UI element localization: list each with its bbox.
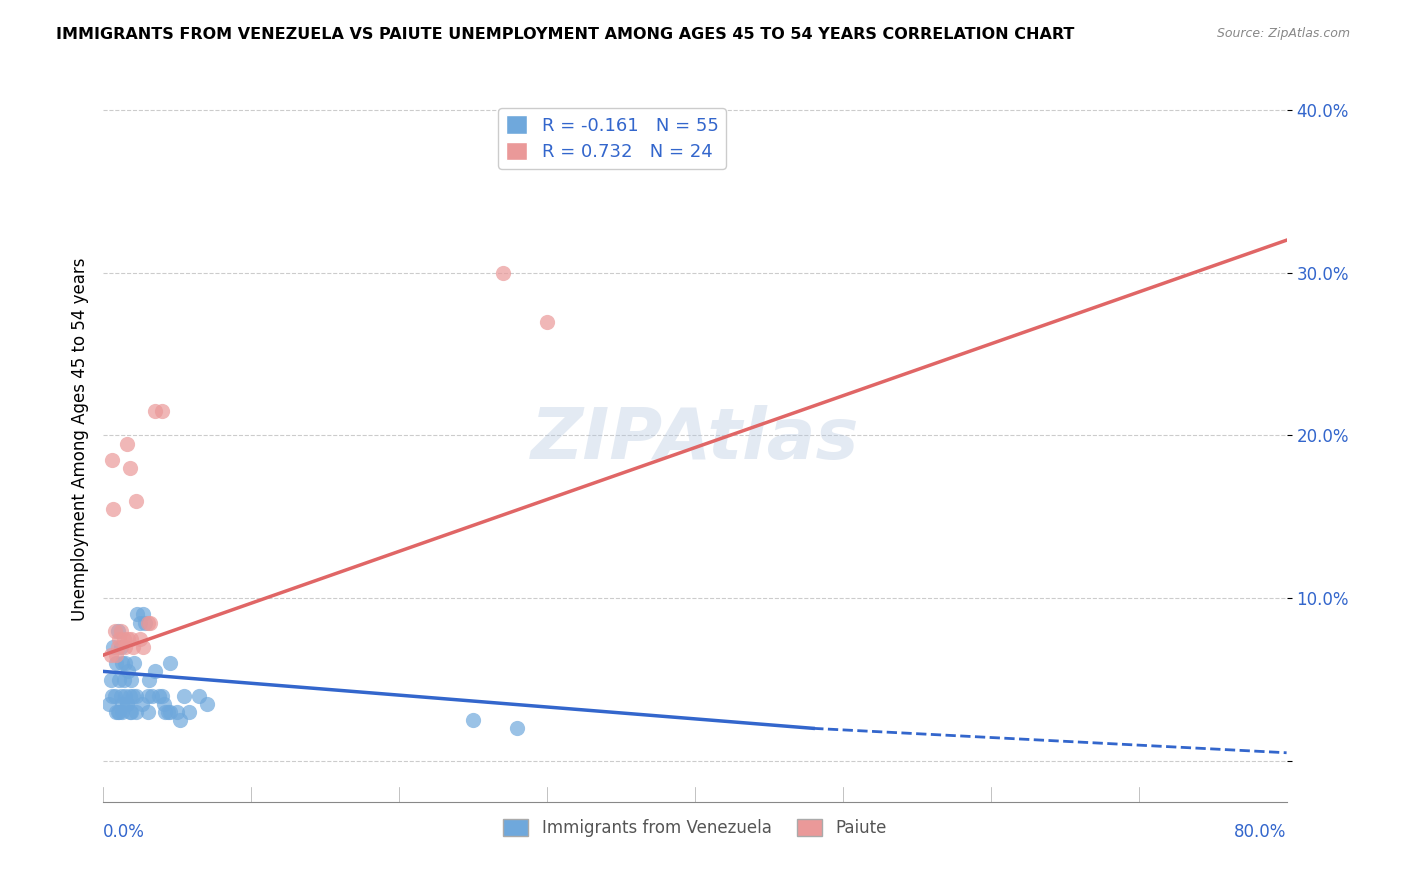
Point	[121, 689, 143, 703]
Point	[111, 697, 134, 711]
Point	[120, 632, 142, 646]
Point	[127, 607, 149, 622]
Point	[103, 501, 125, 516]
Point	[118, 705, 141, 719]
Point	[150, 689, 173, 703]
Point	[114, 640, 136, 654]
Point	[111, 705, 134, 719]
Point	[141, 689, 163, 703]
Point	[132, 607, 155, 622]
Point	[112, 673, 135, 687]
Point	[110, 689, 132, 703]
Text: Source: ZipAtlas.com: Source: ZipAtlas.com	[1216, 27, 1350, 40]
Point	[136, 689, 159, 703]
Point	[159, 705, 181, 719]
Point	[139, 615, 162, 630]
Point	[110, 640, 132, 654]
Text: ZIPAtlas: ZIPAtlas	[530, 405, 859, 474]
Y-axis label: Unemployment Among Ages 45 to 54 years: Unemployment Among Ages 45 to 54 years	[72, 258, 89, 621]
Point	[112, 632, 135, 646]
Point	[115, 697, 138, 711]
Point	[108, 705, 131, 719]
Point	[103, 640, 125, 654]
Point	[105, 705, 128, 719]
Point	[155, 705, 177, 719]
Point	[121, 640, 143, 654]
Point	[117, 632, 139, 646]
Point	[124, 493, 146, 508]
Point	[105, 657, 128, 671]
Point	[101, 453, 124, 467]
Point	[136, 705, 159, 719]
Point	[110, 624, 132, 638]
Point	[157, 705, 180, 719]
Point	[152, 697, 174, 711]
Point	[136, 615, 159, 630]
Point	[124, 689, 146, 703]
Point	[117, 665, 139, 679]
Point	[188, 689, 211, 703]
Point	[108, 632, 131, 646]
Point	[100, 648, 122, 662]
Legend: Immigrants from Venezuela, Paiute: Immigrants from Venezuela, Paiute	[496, 813, 893, 844]
Point	[131, 697, 153, 711]
Point	[536, 314, 558, 328]
Point	[122, 657, 145, 671]
Point	[132, 640, 155, 654]
Point	[104, 689, 127, 703]
Point	[114, 657, 136, 671]
Point	[148, 689, 170, 703]
Point	[118, 461, 141, 475]
Point	[101, 689, 124, 703]
Point	[138, 673, 160, 687]
Point	[129, 632, 152, 646]
Text: IMMIGRANTS FROM VENEZUELA VS PAIUTE UNEMPLOYMENT AMONG AGES 45 TO 54 YEARS CORRE: IMMIGRANTS FROM VENEZUELA VS PAIUTE UNEM…	[56, 27, 1074, 42]
Point	[173, 689, 195, 703]
Point	[169, 713, 191, 727]
Point	[143, 665, 166, 679]
Point	[105, 648, 128, 662]
Text: 80.0%: 80.0%	[1234, 823, 1286, 841]
Point	[166, 705, 188, 719]
Point	[143, 404, 166, 418]
Point	[114, 689, 136, 703]
Point	[506, 722, 529, 736]
Point	[107, 624, 129, 638]
Point	[115, 697, 138, 711]
Point	[120, 705, 142, 719]
Point	[107, 640, 129, 654]
Point	[124, 705, 146, 719]
Point	[159, 657, 181, 671]
Point	[104, 624, 127, 638]
Point	[107, 705, 129, 719]
Point	[134, 615, 156, 630]
Point	[491, 266, 513, 280]
Point	[118, 689, 141, 703]
Point	[98, 697, 121, 711]
Point	[195, 697, 218, 711]
Point	[461, 713, 484, 727]
Point	[111, 657, 134, 671]
Point	[150, 404, 173, 418]
Point	[108, 673, 131, 687]
Point	[100, 673, 122, 687]
Point	[115, 436, 138, 450]
Text: 0.0%: 0.0%	[103, 823, 145, 841]
Point	[129, 615, 152, 630]
Point	[120, 673, 142, 687]
Point	[177, 705, 200, 719]
